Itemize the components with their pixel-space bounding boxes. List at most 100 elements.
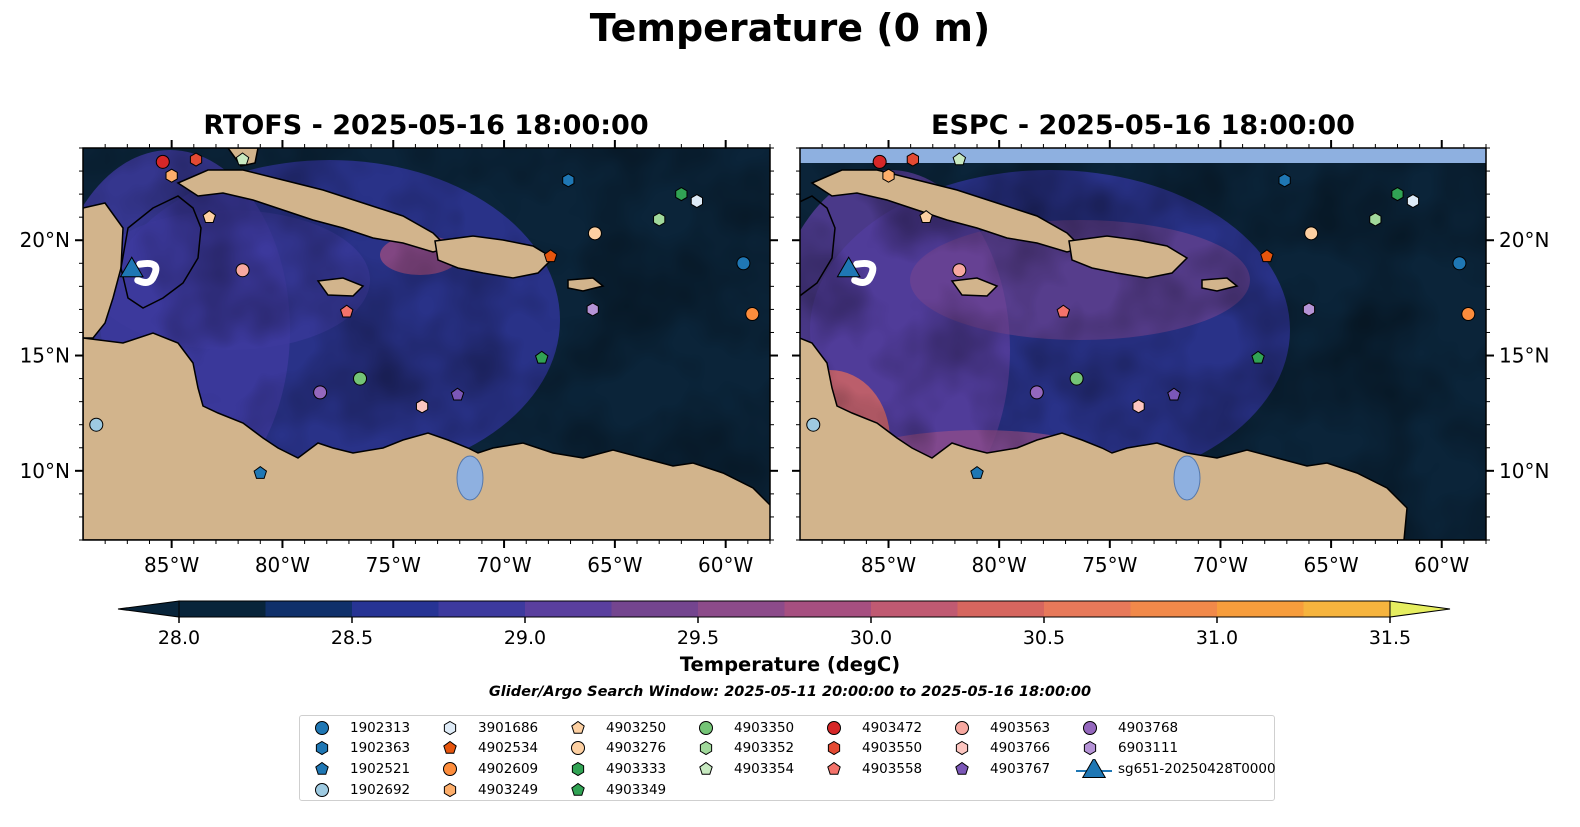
colorbar-tick-label: 28.5 <box>331 627 373 649</box>
legend-marker-1902363 <box>315 740 329 756</box>
legend-label: sg651-20250428T0000 <box>1118 761 1276 777</box>
marker-6903111 <box>1302 302 1316 317</box>
colorbar-tick-label: 30.0 <box>850 627 892 649</box>
legend-label: 4903354 <box>734 761 795 777</box>
marker-4903249 <box>165 168 178 183</box>
marker-4903563 <box>952 263 967 278</box>
lat-tick-label: 15°N <box>20 344 70 368</box>
marker-4902534 <box>543 249 558 263</box>
espc-map <box>800 148 1486 540</box>
legend-label: 4903550 <box>862 740 923 756</box>
marker-1902313 <box>1452 256 1467 271</box>
lon-tick-label: 85°W <box>144 553 199 577</box>
lon-tick-label: 75°W <box>366 553 421 577</box>
legend-marker-4903354 <box>699 761 713 775</box>
legend-marker-4903767 <box>955 761 969 775</box>
marker-1902521 <box>253 466 268 479</box>
legend-marker-4903472 <box>827 721 841 735</box>
legend-marker-4903333 <box>571 761 585 777</box>
marker-1902363 <box>562 173 575 188</box>
legend-marker-1902521 <box>315 761 329 775</box>
rtofs-frame <box>82 147 771 541</box>
legend-marker-4903350 <box>699 721 713 735</box>
marker-4902534 <box>1260 249 1274 263</box>
legend-label: 4903349 <box>606 782 667 798</box>
marker-4903350 <box>1069 371 1084 386</box>
marker-1902692 <box>89 417 104 432</box>
marker-3901686 <box>1406 193 1420 209</box>
colorbar-tick-label: 29.5 <box>677 627 719 649</box>
legend-label: 4903563 <box>990 720 1051 736</box>
rtofs-map <box>83 148 770 540</box>
marker-4903352 <box>653 212 666 227</box>
legend-marker-1902692 <box>315 783 329 797</box>
legend-label: 4903767 <box>990 761 1051 777</box>
lon-tick-label: 80°W <box>255 553 310 577</box>
marker-4903768 <box>1029 385 1044 400</box>
lon-tick-label: 65°W <box>587 553 642 577</box>
marker-4903767 <box>450 387 465 401</box>
marker-4903349 <box>1251 350 1265 364</box>
marker-4903766 <box>1132 399 1145 414</box>
legend-label: 4903276 <box>606 740 667 756</box>
legend-label: 4903768 <box>1118 720 1179 736</box>
marker-4903350 <box>353 371 368 386</box>
legend-marker-1902313 <box>315 721 329 735</box>
marker-4903550 <box>906 152 919 167</box>
legend-label: 4903250 <box>606 720 667 736</box>
legend-marker-sg651-20250428T0000 <box>1081 759 1107 778</box>
marker-4903558 <box>339 304 354 318</box>
colorbar-tick-label: 30.5 <box>1023 627 1065 649</box>
lon-tick-label: 70°W <box>1193 553 1248 577</box>
marker-4903766 <box>415 399 429 414</box>
marker-6903111 <box>586 302 599 317</box>
marker-4903333 <box>1391 187 1404 202</box>
legend-marker-4903766 <box>955 740 969 756</box>
legend-label: 4902609 <box>478 761 539 777</box>
marker-1902692 <box>806 417 821 432</box>
legend-marker-4903352 <box>699 740 713 756</box>
marker-4902609 <box>745 307 760 322</box>
legend-label: 4903350 <box>734 720 795 736</box>
marker-1902313 <box>736 256 751 271</box>
lon-tick-label: 80°W <box>972 553 1027 577</box>
figure-title: Temperature (0 m) <box>589 6 991 50</box>
marker-4903768 <box>313 385 328 400</box>
legend-marker-4903349 <box>571 782 585 796</box>
marker-4903333 <box>675 187 688 202</box>
legend-label: 4903333 <box>606 761 667 777</box>
legend-label: 4903352 <box>734 740 795 756</box>
marker-4903354 <box>952 152 967 166</box>
search-window-caption: Glider/Argo Search Window: 2025-05-11 20… <box>488 684 1092 700</box>
marker-4903250 <box>919 210 933 223</box>
lat-tick-label: 10°N <box>1499 459 1549 483</box>
colorbar: 28.0 28.5 29.0 29.5 30.0 30.5 31.0 31.5 <box>117 600 1451 649</box>
legend-marker-4903558 <box>827 761 841 775</box>
legend-label: 4903558 <box>862 761 923 777</box>
legend-label: 4903766 <box>990 740 1051 756</box>
lat-tick-label: 15°N <box>1499 344 1549 368</box>
marker-4903550 <box>189 152 203 167</box>
lon-tick-label: 70°W <box>476 553 531 577</box>
marker-sg651-20250428T0000 <box>119 256 144 278</box>
legend-marker-4903276 <box>571 741 585 755</box>
legend-marker-4903768 <box>1083 721 1097 735</box>
lon-tick-label: 85°W <box>861 553 916 577</box>
marker-4902609 <box>1461 307 1476 322</box>
marker-4903472 <box>155 154 170 169</box>
map-axes: 85°W 80°W 75°W 70°W 65°W 60°W 20°N 15°N 10°N 85°W… <box>20 140 1549 577</box>
colorbar-tick-label: 28.0 <box>158 627 200 649</box>
marker-4903349 <box>534 350 549 364</box>
marker-4903354 <box>235 152 250 166</box>
marker-4903767 <box>1167 387 1181 401</box>
lon-tick-label: 65°W <box>1303 553 1358 577</box>
legend-label: 1902521 <box>350 761 411 777</box>
marker-1902521 <box>970 466 984 479</box>
legend-label: 3901686 <box>478 720 539 736</box>
lat-tick-label: 20°N <box>1499 228 1549 252</box>
legend-label: 1902363 <box>350 740 411 756</box>
marker-4903563 <box>235 263 250 278</box>
marker-3901686 <box>690 193 703 209</box>
lon-tick-label: 60°W <box>1414 553 1469 577</box>
